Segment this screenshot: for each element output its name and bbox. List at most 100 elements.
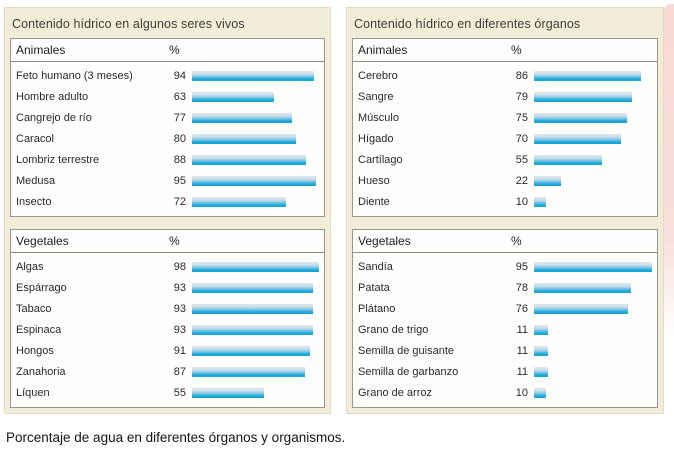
row-value: 79: [515, 90, 528, 103]
row-value: 78: [515, 281, 528, 294]
table-header-category: Vegetales: [16, 234, 69, 248]
table-header: Vegetales %: [11, 230, 324, 253]
water-content-bar: [192, 261, 320, 272]
table-row: Sandía 95: [353, 256, 657, 277]
row-label: Grano de arroz: [358, 386, 432, 399]
page-edge-decoration: [664, 4, 674, 336]
table-row: Hongos 91: [11, 340, 324, 361]
table-row: Lombriz terrestre 88: [11, 149, 324, 170]
row-label: Espárrago: [16, 281, 67, 294]
table-row: Hueso 22: [353, 170, 657, 191]
table-organos-animales: Animales % Cerebro 86 Sangre 79 Músculo 75 Híg…: [352, 38, 658, 217]
water-content-bar: [534, 387, 547, 398]
table-header: Animales %: [353, 39, 657, 62]
row-label: Semilla de guisante: [358, 344, 455, 357]
table-row: Feto humano (3 meses) 94: [11, 65, 324, 86]
table-header-category: Animales: [16, 43, 66, 57]
water-content-bar: [534, 345, 548, 356]
row-value: 98: [173, 260, 186, 273]
table-row: Hígado 70: [353, 128, 657, 149]
table-header-category: Vegetales: [358, 234, 411, 248]
water-content-bar: [192, 303, 313, 314]
table-row: Sangre 79: [353, 86, 657, 107]
row-label: Espinaca: [16, 323, 62, 336]
row-value: 75: [515, 111, 528, 124]
table-row: Insecto 72: [11, 191, 324, 212]
row-label: Hombre adulto: [16, 90, 89, 103]
table-row: Espárrago 93: [11, 277, 324, 298]
table-row: Cerebro 86: [353, 65, 657, 86]
row-value: 55: [515, 153, 528, 166]
row-label: Caracol: [16, 132, 54, 145]
row-value: 11: [516, 344, 528, 357]
water-content-bar: [192, 282, 313, 293]
water-content-bar: [534, 91, 632, 102]
water-content-bar: [192, 387, 264, 398]
row-label: Patata: [358, 281, 390, 294]
water-content-bar: [192, 366, 306, 377]
table-row: Semilla de garbanzo 11: [353, 361, 657, 382]
row-label: Hueso: [358, 174, 390, 187]
row-value: 63: [173, 90, 186, 103]
table-rows: Algas 98 Espárrago 93 Tabaco 93 Espinaca 93 Hong…: [11, 253, 324, 407]
row-value: 70: [515, 132, 528, 145]
water-content-bar: [192, 175, 316, 186]
row-label: Tabaco: [16, 302, 52, 315]
row-value: 10: [515, 195, 528, 208]
figure-caption: Porcentaje de agua en diferentes órganos…: [6, 430, 346, 445]
row-value: 88: [173, 153, 186, 166]
table-rows: Sandía 95 Patata 78 Plátano 76 Grano de trigo 1…: [353, 253, 657, 407]
row-label: Feto humano (3 meses): [16, 69, 133, 82]
table-row: Algas 98: [11, 256, 324, 277]
table-row: Hombre adulto 63: [11, 86, 324, 107]
table-row: Medusa 95: [11, 170, 324, 191]
row-value: 93: [173, 281, 186, 294]
row-label: Cartílago: [358, 153, 403, 166]
water-content-bar: [534, 282, 631, 293]
row-label: Hígado: [358, 132, 394, 145]
table-row: Grano de trigo 11: [353, 319, 657, 340]
table-header-unit: %: [511, 43, 522, 57]
water-content-bar: [192, 324, 313, 335]
table-seres-vivos-animales: Animales % Feto humano (3 meses) 94 Hombre…: [10, 38, 325, 217]
table-header: Vegetales %: [353, 230, 657, 253]
row-value: 11: [516, 365, 528, 378]
row-value: 76: [515, 302, 528, 315]
table-header-unit: %: [169, 43, 180, 57]
water-content-bar: [192, 154, 307, 165]
row-label: Músculo: [358, 111, 399, 124]
water-content-bar: [534, 133, 621, 144]
row-label: Semilla de garbanzo: [358, 365, 459, 378]
row-value: 94: [173, 69, 186, 82]
panel-seres-vivos: Contenido hídrico en algunos seres vivos…: [4, 7, 331, 414]
row-label: Diente: [358, 195, 390, 208]
row-value: 77: [173, 111, 186, 124]
row-label: Cangrejo de río: [16, 111, 92, 124]
table-row: Plátano 76: [353, 298, 657, 319]
water-content-bar: [192, 196, 286, 207]
row-label: Sandía: [358, 260, 393, 273]
table-row: Diente 10: [353, 191, 657, 212]
row-label: Lombriz terrestre: [16, 153, 100, 166]
water-content-bar: [192, 91, 274, 102]
table-row: Caracol 80: [11, 128, 324, 149]
row-label: Zanahoria: [16, 365, 66, 378]
table-header-unit: %: [169, 234, 180, 248]
row-label: Medusa: [16, 174, 56, 187]
row-value: 95: [173, 174, 186, 187]
panel-organos: Contenido hídrico en diferentes órganos …: [346, 7, 664, 414]
table-row: Músculo 75: [353, 107, 657, 128]
table-row: Patata 78: [353, 277, 657, 298]
row-value: 80: [173, 132, 186, 145]
row-label: Hongos: [16, 344, 54, 357]
table-row: Grano de arroz 10: [353, 382, 657, 403]
water-content-bar: [534, 70, 641, 81]
table-header-unit: %: [511, 234, 522, 248]
row-value: 93: [173, 323, 186, 336]
row-label: Algas: [16, 260, 44, 273]
water-content-bar: [192, 112, 293, 123]
row-label: Grano de trigo: [358, 323, 429, 336]
water-content-bar: [534, 175, 562, 186]
water-content-bar: [534, 154, 603, 165]
row-value: 95: [515, 260, 528, 273]
